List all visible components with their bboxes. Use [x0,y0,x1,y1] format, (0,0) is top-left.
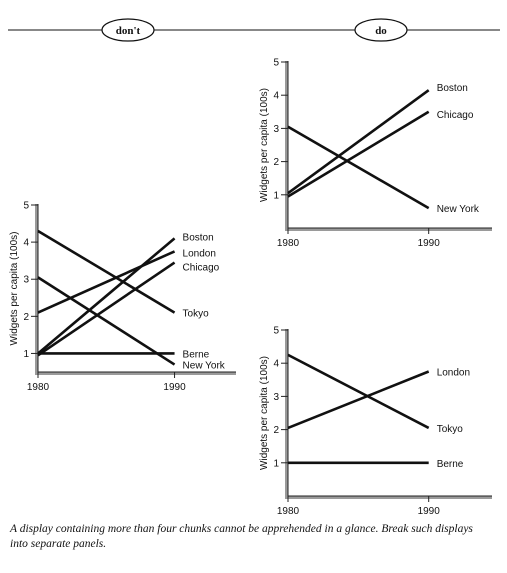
x-tick-label: 1990 [163,382,186,393]
series-line-boston [37,237,176,355]
series-line-london [287,370,430,430]
y-tick-label: 2 [273,425,279,436]
series-line-chicago [37,261,176,357]
series-line-tokyo [287,353,430,430]
y-axis-label: Widgets per capita (100s) [259,356,270,470]
x-tick-label: 1980 [277,238,300,249]
y-tick-label: 5 [273,326,279,337]
y-axis-shade [35,204,38,375]
series-label-london: London [183,248,216,259]
series-label-tokyo: Tokyo [437,424,464,435]
series-line-boston [287,89,430,195]
chart-panels: 1 2 3 4 5 1980 1990 Widgets per capita (100s) Bo… [9,58,492,517]
y-tick-label: 2 [273,157,279,168]
series-label-tokyo: Tokyo [183,309,210,320]
dont-badge-ellipse [101,18,155,42]
series-line-chicago [287,110,430,198]
dont-badge-label: don't [116,25,141,37]
do-badge: do [354,18,408,42]
series-line-new-york [37,276,176,366]
y-tick-label: 1 [273,458,279,469]
series-label-berne: Berne [183,349,210,360]
series-label-chicago: Chicago [183,263,220,274]
x-tick-label: 1990 [418,238,441,249]
x-tick-label: 1980 [27,382,50,393]
y-tick-label: 3 [273,124,279,135]
x-tick-label: 1990 [418,506,441,517]
dont-badge: don't [101,18,155,42]
y-tick-label: 3 [273,392,279,403]
series-label-berne: Berne [437,459,464,470]
series-label-boston: Boston [437,83,468,94]
y-tick-label: 4 [273,91,279,102]
figure-caption: A display containing more than four chun… [10,523,473,550]
y-tick-label: 5 [273,58,279,69]
x-axis-shade [35,372,236,375]
series-label-new-york: New York [183,361,226,372]
series-label-chicago: Chicago [437,110,474,121]
y-axis-shade [285,329,288,499]
y-tick-label: 1 [23,349,29,360]
y-tick-label: 1 [273,190,279,201]
y-tick-label: 5 [23,201,29,212]
series-line-london [37,250,176,314]
y-tick-label: 4 [273,359,279,370]
series-label-boston: Boston [183,232,214,243]
x-tick-label: 1980 [277,506,300,517]
chart-panel-2: 1 2 3 4 5 1980 1990 Widgets per capita (100s) Bo… [259,58,492,249]
series-line-tokyo [37,229,176,314]
x-axis-shade [285,228,492,231]
y-axis-label: Widgets per capita (100s) [9,232,20,346]
y-tick-label: 2 [23,312,29,323]
do-badge-label: do [375,25,387,37]
series-line-new-york [287,125,430,210]
y-tick-label: 3 [23,275,29,286]
y-axis-shade [285,61,288,231]
series-label-new-york: New York [437,204,480,215]
do-badge-ellipse [354,18,408,42]
chart-panel-1: 1 2 3 4 5 1980 1990 Widgets per capita (100s) Bo… [9,201,236,393]
y-axis-label: Widgets per capita (100s) [259,88,270,202]
y-tick-label: 4 [23,238,29,249]
series-label-london: London [437,368,470,379]
x-axis-shade [285,496,492,499]
chart-panel-3: 1 2 3 4 5 1980 1990 Widgets per capita (100s) Lo… [259,326,492,517]
